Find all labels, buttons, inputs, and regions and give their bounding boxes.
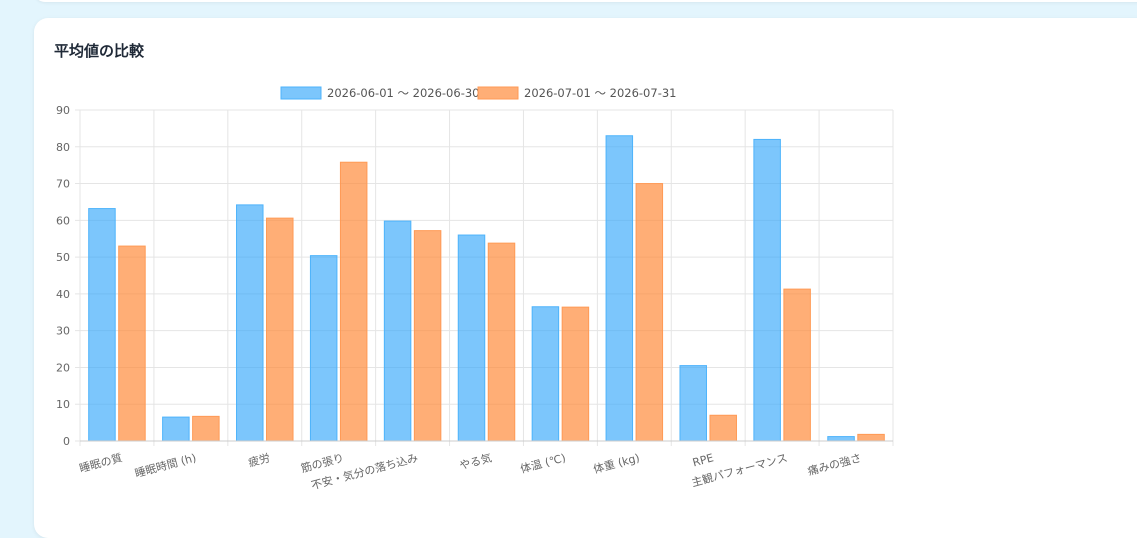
y-tick-label: 20 [56,361,70,374]
legend-label: 2026-06-01 〜 2026-06-30 [327,86,479,100]
bar-series-2-2[interactable] [266,217,294,442]
x-tick-label: 痛みの強さ [806,450,863,478]
x-tick-label: 睡眠時間 (h) [133,451,197,480]
legend-label: 2026-07-01 〜 2026-07-31 [524,86,676,100]
bar-series-2-7[interactable] [635,183,664,442]
bar-series-1-2[interactable] [236,204,264,442]
bar-series-2-9[interactable] [783,288,811,442]
legend-swatch [280,86,322,100]
legend[interactable]: 2026-06-01 〜 2026-06-30 2026-07-01 〜 2026… [280,86,676,100]
bar-series-2-4[interactable] [413,230,442,442]
x-tick-label: 体温 (℃) [519,450,567,476]
y-tick-label: 0 [63,435,70,448]
bar-series-2-8[interactable] [709,414,737,442]
bars-layer [88,135,885,442]
y-tick-label: 60 [56,214,70,227]
y-tick-label: 30 [56,325,70,338]
x-tick-label: やる気 [458,450,493,472]
x-tick-label: RPE [691,451,715,469]
y-tick-label: 40 [56,288,70,301]
bar-series-1-7[interactable] [605,135,634,442]
y-tick-label: 50 [56,251,70,264]
legend-item-2[interactable]: 2026-07-01 〜 2026-07-31 [477,86,676,100]
x-tick-label: 睡眠の質 [78,450,124,475]
card-title: 平均値の比較 [54,42,145,60]
previous-card [34,0,1137,2]
comparison-card: 平均値の比較 [34,18,1137,538]
bar-series-2-1[interactable] [192,415,220,442]
x-tick-label: 疲労 [247,450,272,469]
y-tick-label: 70 [56,178,70,191]
bar-series-1-4[interactable] [383,220,412,442]
bar-series-2-0[interactable] [118,245,146,442]
bar-series-1-6[interactable] [531,306,560,442]
y-tick-label: 90 [56,104,70,117]
bar-series-1-9[interactable] [753,138,781,442]
bar-series-1-0[interactable] [88,208,116,442]
bar-series-2-6[interactable] [561,306,590,442]
bar-series-2-10[interactable] [857,433,885,442]
bar-series-1-3[interactable] [309,255,338,442]
bar-series-2-5[interactable] [487,242,516,442]
y-tick-label: 80 [56,141,70,154]
y-tick-label: 10 [56,398,70,411]
bar-series-1-1[interactable] [162,416,190,442]
bar-series-1-8[interactable] [679,365,707,442]
bar-series-1-5[interactable] [457,234,486,442]
x-tick-label: 体重 (kg) [592,450,641,476]
bar-series-2-3[interactable] [339,161,368,442]
bar-series-1-10[interactable] [827,436,855,442]
legend-item-1[interactable]: 2026-06-01 〜 2026-06-30 [280,86,479,100]
legend-swatch [477,86,519,100]
